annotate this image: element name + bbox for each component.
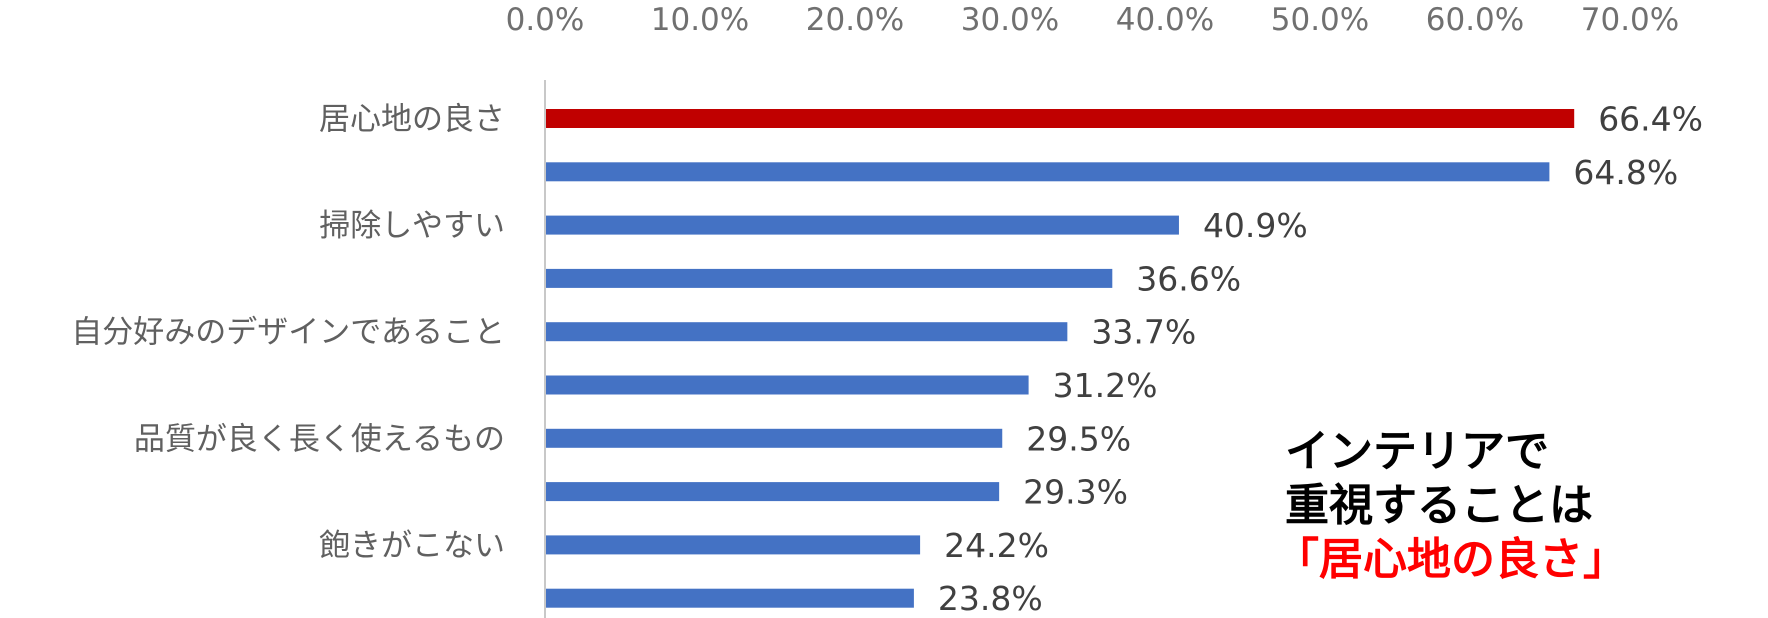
value-label: 31.2%	[1053, 366, 1158, 405]
bar	[546, 322, 1068, 342]
x-tick-label: 20.0%	[806, 2, 904, 38]
x-tick-label: 50.0%	[1271, 2, 1369, 38]
value-label: 24.2%	[944, 526, 1049, 565]
category-label: 自分好みのデザインであること	[71, 315, 505, 351]
bar	[546, 588, 914, 608]
value-label: 66.4%	[1598, 100, 1703, 139]
callout-line-2: 重視することは	[1285, 480, 1593, 531]
x-tick-label: 0.0%	[506, 2, 585, 38]
category-label: 掃除しやすい	[319, 208, 505, 244]
category-label: 飽きがこない	[319, 528, 505, 564]
bar	[546, 375, 1029, 395]
x-tick-label: 60.0%	[1426, 2, 1524, 38]
bar	[546, 428, 1003, 448]
category-labels: 居心地の良さ掃除しやすい自分好みのデザインであること品質が良く長く使えるもの飽き…	[71, 102, 505, 564]
value-label: 29.3%	[1023, 473, 1128, 512]
callout-line-1: インテリアで	[1285, 426, 1549, 477]
x-tick-label: 10.0%	[651, 2, 749, 38]
bar	[546, 268, 1113, 288]
value-label: 36.6%	[1136, 259, 1241, 298]
value-label: 40.9%	[1203, 206, 1308, 245]
value-label: 23.8%	[938, 579, 1043, 618]
value-label: 29.5%	[1026, 419, 1131, 458]
bar	[546, 482, 1000, 502]
category-label: 居心地の良さ	[319, 102, 505, 138]
callout-text: インテリアで 重視することは 「居心地の良さ」	[1275, 425, 1627, 587]
bar	[546, 215, 1179, 235]
bar	[546, 535, 921, 555]
x-tick-label: 70.0%	[1581, 2, 1679, 38]
bar	[546, 162, 1550, 182]
x-tick-label: 40.0%	[1116, 2, 1214, 38]
x-axis-ticks: 0.0% 10.0% 20.0% 30.0% 40.0% 50.0% 60.0% 70.0%	[506, 2, 1680, 38]
category-label: 品質が良く長く使えるもの	[134, 421, 505, 457]
callout-highlight: 「居心地の良さ」	[1275, 534, 1627, 585]
bar-series	[546, 109, 1575, 608]
x-tick-label: 30.0%	[961, 2, 1059, 38]
value-label: 64.8%	[1573, 153, 1678, 192]
bar	[546, 109, 1575, 128]
value-labels: 66.4% 64.8% 40.9% 36.6% 33.7% 31.2% 29.5% 29.3%…	[938, 100, 1703, 618]
value-label: 33.7%	[1091, 313, 1196, 352]
